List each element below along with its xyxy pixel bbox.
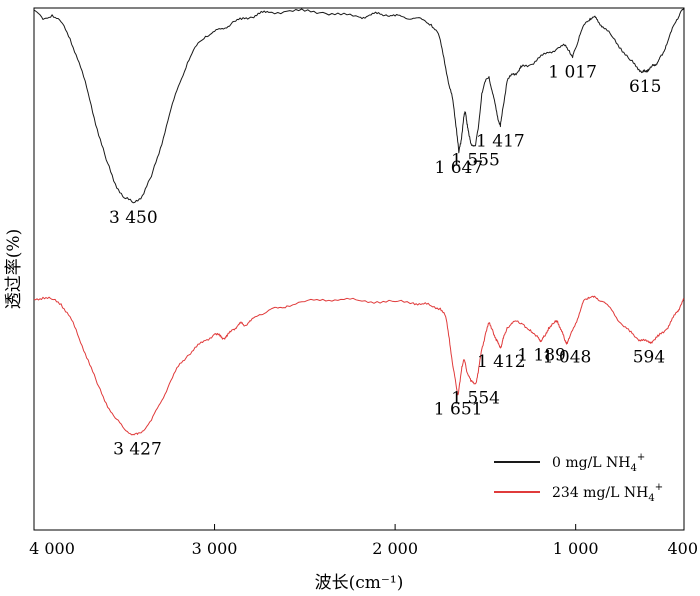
series-layer [33,8,685,436]
spectrum-series-line [33,8,685,204]
peak-label: 1 048 [543,348,592,368]
x-axis-ticks [33,524,685,530]
x-tick-label: 1 000 [553,539,599,558]
x-axis-tick-labels: 4 000 3 000 2 000 1 000 400 [29,539,698,558]
peak-label: 3 427 [113,439,162,459]
x-axis-title: 波长(cm⁻¹) [315,573,404,593]
plot-area-frame [33,7,685,531]
peak-label: 1 554 [451,389,500,409]
legend-label: 234 mg/L NH4+ [552,482,663,504]
legend: 0 mg/L NH4+ 234 mg/L NH4+ [494,452,663,504]
peak-label: 3 450 [109,208,158,228]
peak-label: 1 417 [476,132,525,152]
peak-label: 594 [633,348,665,368]
peak-label: 1 555 [451,151,500,171]
y-axis-title: 透过率(%) [4,229,24,309]
peak-label: 1 647 [435,158,484,178]
legend-label: 0 mg/L NH4+ [552,452,645,474]
peak-label: 1 017 [548,63,597,83]
x-tick-label: 2 000 [372,539,418,558]
x-tick-label: 4 000 [29,539,75,558]
spectrum-series-line [33,295,685,436]
peak-label: 1 189 [517,345,566,365]
peak-label: 615 [629,77,661,97]
peak-label: 1 412 [477,352,526,372]
x-tick-label: 3 000 [192,539,238,558]
x-tick-label: 400 [667,539,698,558]
peak-label: 1 651 [434,399,483,419]
